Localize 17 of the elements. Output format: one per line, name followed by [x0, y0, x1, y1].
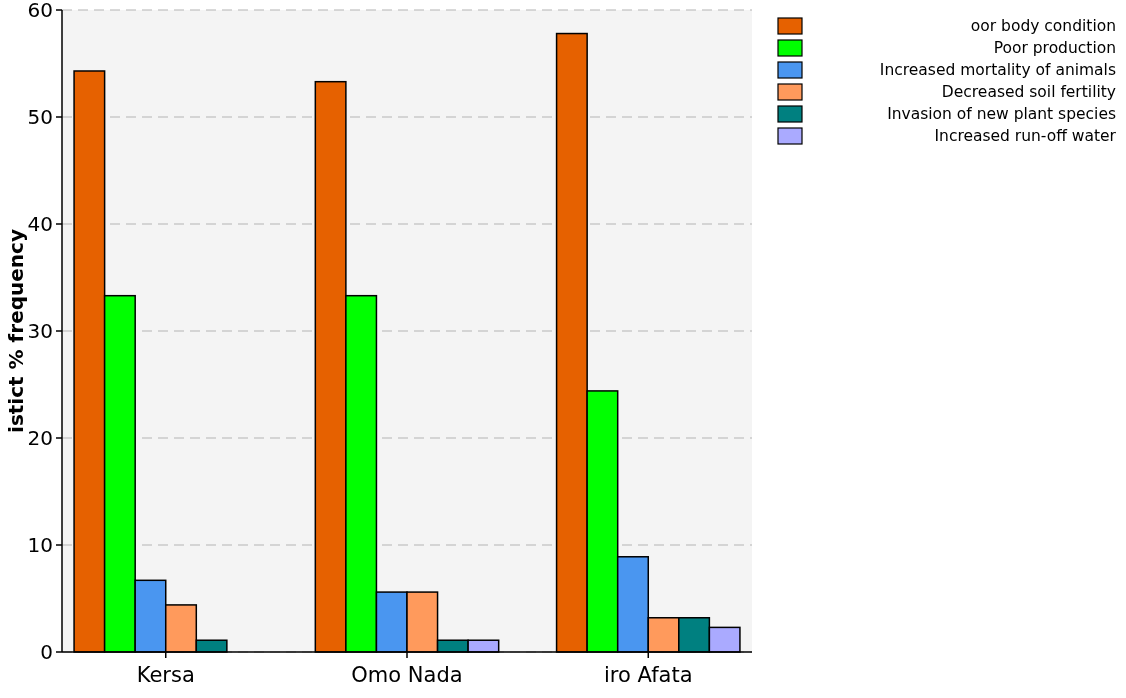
- x-tick-label: Kersa: [136, 663, 195, 687]
- y-tick-label: 50: [27, 105, 53, 129]
- y-tick-label: 20: [27, 426, 53, 450]
- y-tick-label: 30: [27, 319, 53, 343]
- text: Invasion of new plant species: [887, 105, 1116, 124]
- x-tick-label: Omo Nada: [351, 663, 463, 687]
- text: Increased run-off water: [934, 127, 1117, 146]
- y-tick-label: 10: [27, 533, 53, 557]
- y-tick-label: 40: [27, 212, 53, 236]
- y-axis-title: istict % frequency: [4, 229, 28, 433]
- x-tick-label: iro Afata: [604, 663, 693, 687]
- y-tick-label: 60: [27, 0, 53, 22]
- text: oor body condition: [970, 17, 1116, 36]
- y-tick-label: 0: [40, 640, 53, 664]
- text: Poor production: [993, 39, 1116, 58]
- text: Decreased soil fertility: [941, 83, 1116, 102]
- text: Increased mortality of animals: [879, 61, 1116, 80]
